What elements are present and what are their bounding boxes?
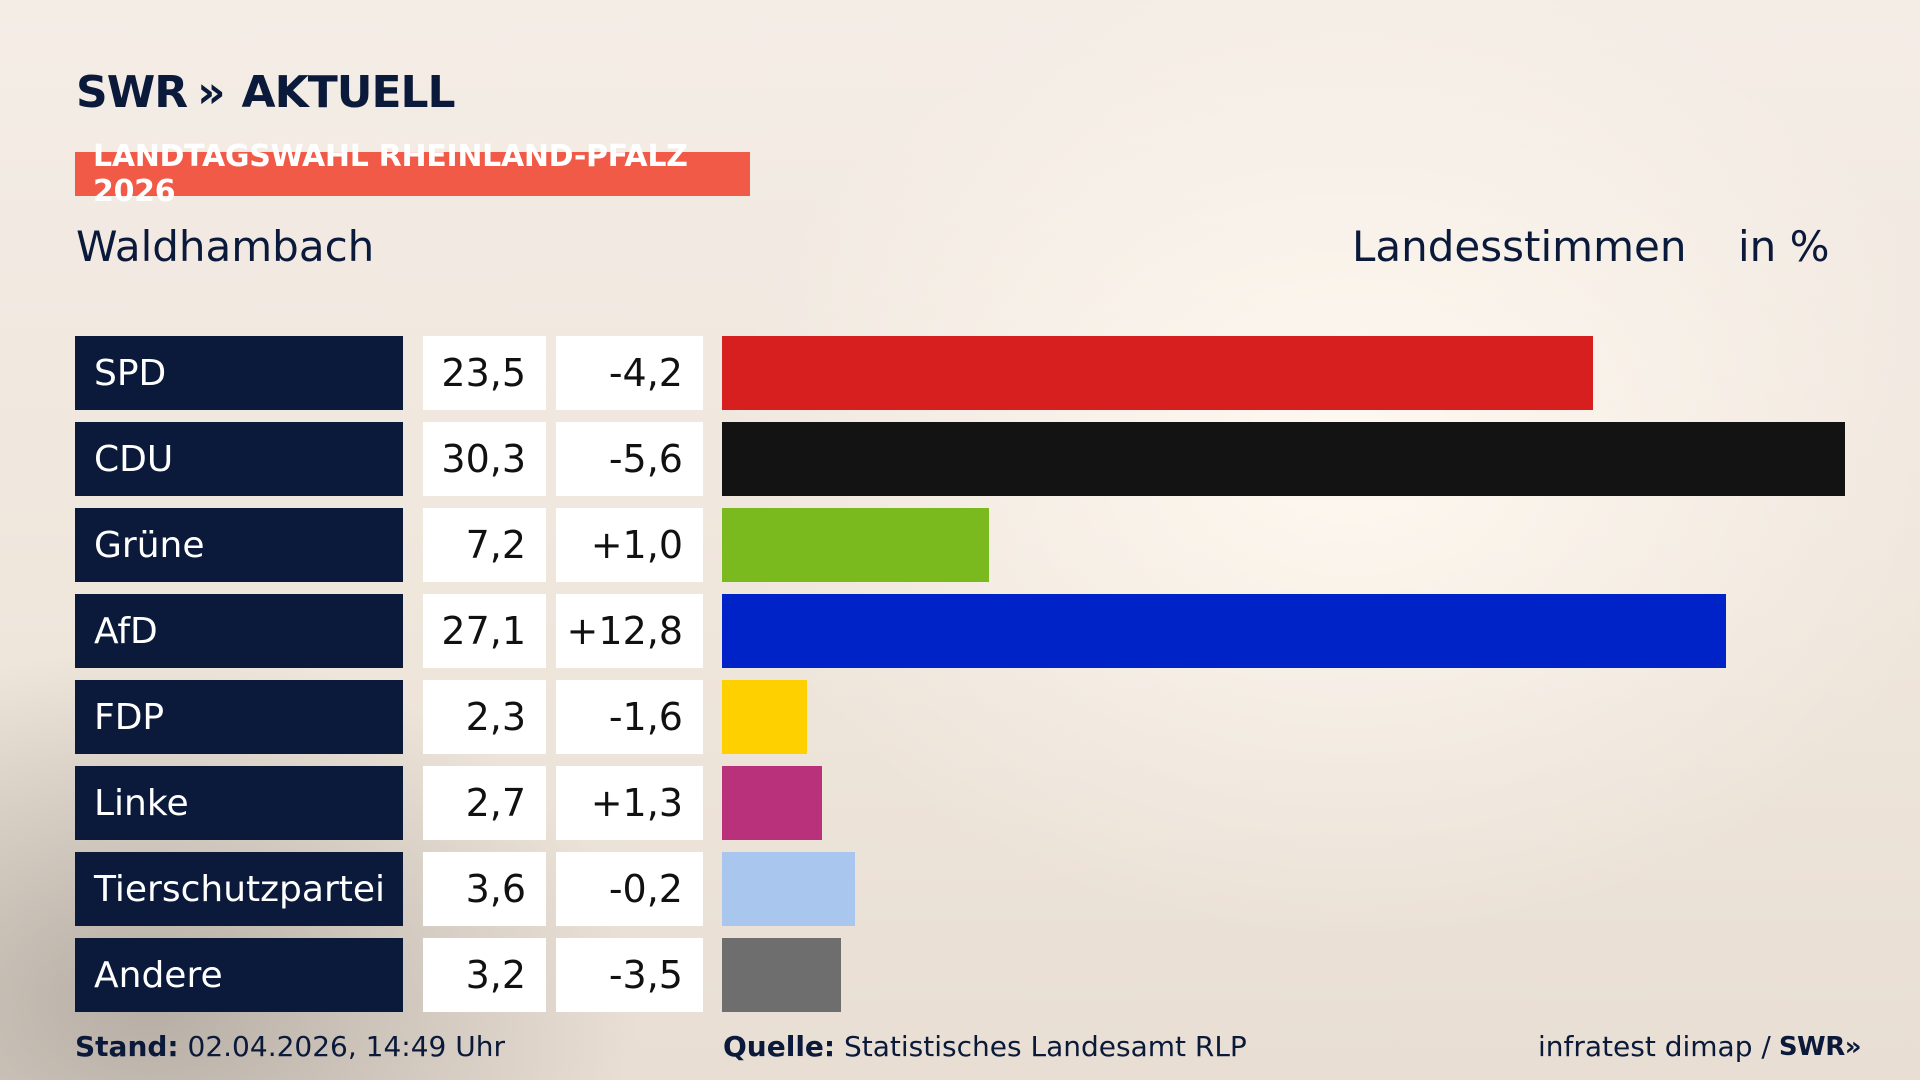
logo-name: AKTUELL [241, 66, 456, 118]
value-label: 3,6 [423, 852, 546, 926]
chart-row: Andere 3,2 -3,5 [75, 938, 1875, 1012]
value-label: 27,1 [423, 594, 546, 668]
source-value: Statistisches Landesamt RLP [844, 1030, 1247, 1063]
chart-row: Grüne 7,2 +1,0 [75, 508, 1875, 582]
bar [722, 766, 822, 840]
party-label: SPD [75, 336, 403, 410]
footer-credit: infratest dimap / SWR» [1538, 1030, 1862, 1063]
change-label: -3,5 [556, 938, 703, 1012]
footer-source: Quelle: Statistisches Landesamt RLP [723, 1030, 1247, 1063]
chart-row: CDU 30,3 -5,6 [75, 422, 1875, 496]
chart-row: SPD 23,5 -4,2 [75, 336, 1875, 410]
stand-value: 02.04.2026, 14:49 Uhr [187, 1030, 505, 1063]
stand-label: Stand: [75, 1030, 179, 1063]
bar [722, 508, 989, 582]
change-label: -0,2 [556, 852, 703, 926]
footer-timestamp: Stand: 02.04.2026, 14:49 Uhr [75, 1030, 505, 1063]
party-label: AfD [75, 594, 403, 668]
value-label: 7,2 [423, 508, 546, 582]
measure-label: Landesstimmen [1352, 222, 1687, 271]
bar [722, 336, 1593, 410]
swr-mini-logo: SWR» [1778, 1031, 1862, 1062]
value-label: 23,5 [423, 336, 546, 410]
value-label: 2,3 [423, 680, 546, 754]
change-label: +1,3 [556, 766, 703, 840]
bar [722, 680, 807, 754]
logo-chevron-icon: » [197, 66, 226, 118]
bar [722, 938, 841, 1012]
value-label: 2,7 [423, 766, 546, 840]
chart-row: AfD 27,1 +12,8 [75, 594, 1875, 668]
region-title: Waldhambach [76, 222, 375, 271]
change-label: -5,6 [556, 422, 703, 496]
chart-row: Linke 2,7 +1,3 [75, 766, 1875, 840]
bar [722, 422, 1845, 496]
party-label: Andere [75, 938, 403, 1012]
logo-brand: SWR [76, 66, 188, 118]
value-label: 30,3 [423, 422, 546, 496]
change-label: +1,0 [556, 508, 703, 582]
value-label: 3,2 [423, 938, 546, 1012]
bar [722, 852, 855, 926]
party-label: CDU [75, 422, 403, 496]
change-label: -4,2 [556, 336, 703, 410]
party-label: FDP [75, 680, 403, 754]
chart-row: FDP 2,3 -1,6 [75, 680, 1875, 754]
unit-label: in % [1738, 222, 1830, 271]
chart-row: Tierschutzpartei 3,6 -0,2 [75, 852, 1875, 926]
swr-aktuell-logo: SWR » AKTUELL [76, 66, 456, 118]
change-label: -1,6 [556, 680, 703, 754]
source-label: Quelle: [723, 1030, 836, 1063]
party-label: Tierschutzpartei [75, 852, 403, 926]
party-label: Linke [75, 766, 403, 840]
credit-text: infratest dimap / [1538, 1030, 1771, 1063]
election-badge: LANDTAGSWAHL RHEINLAND-PFALZ 2026 [75, 139, 750, 209]
bar [722, 594, 1726, 668]
change-label: +12,8 [556, 594, 703, 668]
party-label: Grüne [75, 508, 403, 582]
